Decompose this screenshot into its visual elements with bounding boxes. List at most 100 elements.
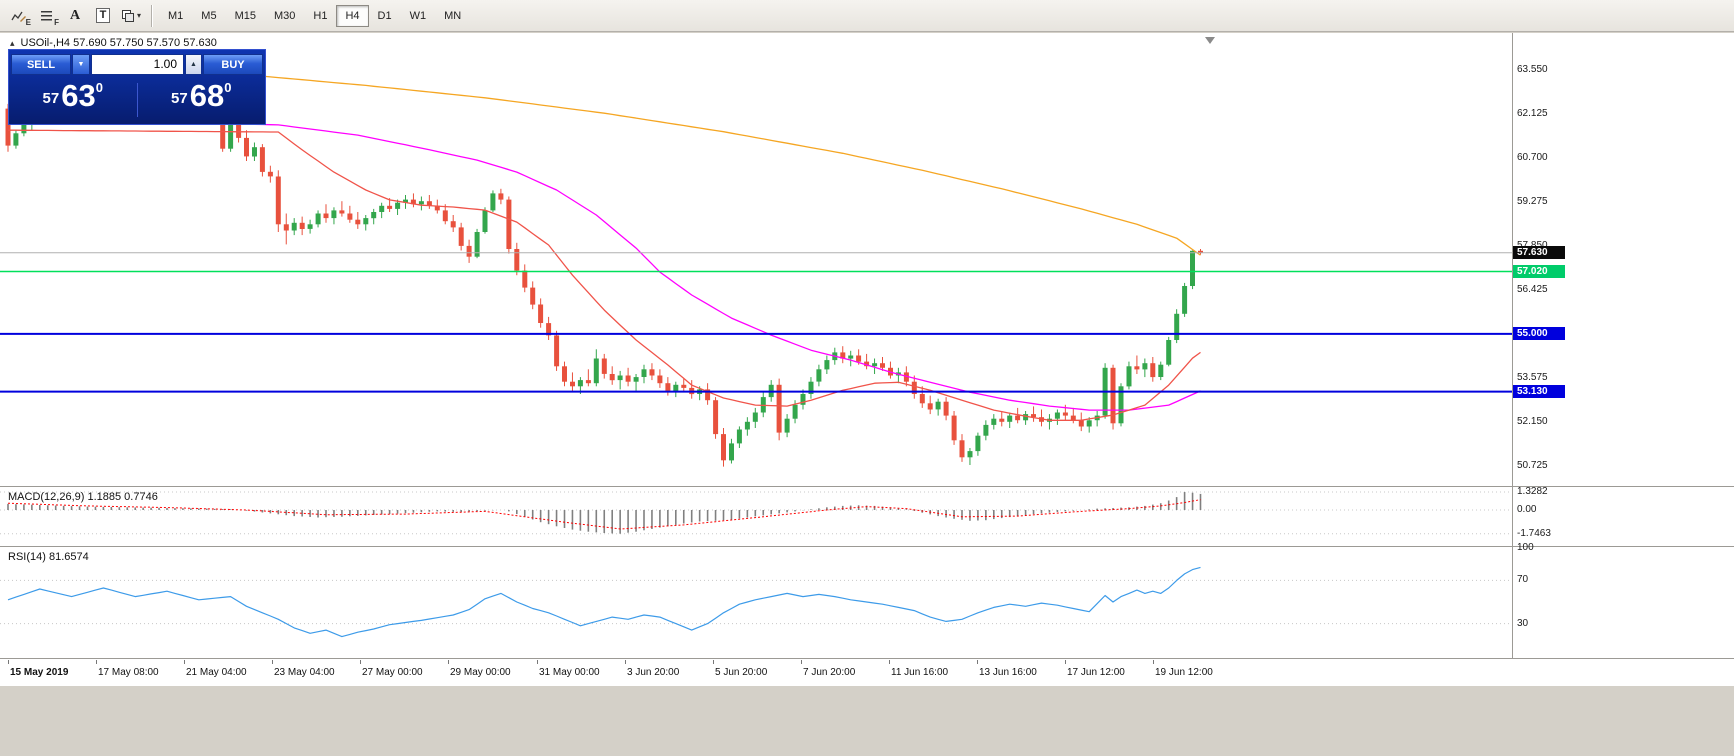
- chart-header: ▴ USOil-,H4 57.690 57.750 57.570 57.630: [10, 37, 217, 49]
- caret-down-icon: ▼: [77, 60, 85, 68]
- buy-price[interactable]: 57 68 0: [138, 78, 266, 116]
- price-scale-label: 59.275: [1517, 195, 1548, 207]
- timeframe-button-m5[interactable]: M5: [192, 5, 225, 27]
- time-tick: [713, 660, 714, 664]
- timeframe-button-m15[interactable]: M15: [226, 5, 265, 27]
- time-axis-label: 17 Jun 12:00: [1067, 667, 1125, 678]
- price-divider: [136, 83, 138, 117]
- time-tick: [8, 660, 9, 664]
- panel-separator[interactable]: [0, 486, 1734, 487]
- time-tick: [360, 660, 361, 664]
- timeframe-button-d1[interactable]: D1: [369, 5, 401, 27]
- time-axis[interactable]: 15 May 2019 17 May 08:00 21 May 04:00 23 Ma…: [0, 658, 1734, 686]
- buy-price-small: 57: [171, 89, 188, 107]
- text-a-icon: A: [69, 7, 81, 23]
- order-type-dropdown[interactable]: ▼: [72, 53, 90, 75]
- macd-scale-label: 0.00: [1517, 504, 1537, 515]
- time-tick: [1065, 660, 1066, 664]
- price-scale-label: 56.425: [1517, 283, 1548, 295]
- timeframe-button-h4[interactable]: H4: [336, 4, 369, 27]
- time-tick: [537, 660, 538, 664]
- sell-price-sup: 0: [95, 79, 103, 95]
- time-axis-label: 13 Jun 16:00: [979, 667, 1037, 678]
- lines-tool-button[interactable]: F: [34, 4, 60, 28]
- time-axis-label: 23 May 04:00: [274, 667, 335, 678]
- workspace-background: [0, 687, 1734, 756]
- sell-price-small: 57: [42, 89, 60, 107]
- rsi-header-label: RSI(14) 81.6574: [8, 551, 89, 563]
- time-tick: [184, 660, 185, 664]
- timeframe-button-h1[interactable]: H1: [304, 5, 336, 27]
- timeframe-button-w1[interactable]: W1: [401, 5, 436, 27]
- one-click-price-row: 57 63 0 57 68 0: [9, 76, 265, 124]
- time-axis-label: 21 May 04:00: [186, 667, 247, 678]
- chart-pen-tool-button[interactable]: E: [6, 4, 32, 28]
- style-tool-button[interactable]: ▾: [118, 4, 144, 28]
- time-tick: [448, 660, 449, 664]
- label-tool-button[interactable]: T: [90, 4, 116, 28]
- price-scale-label: 57.850: [1517, 240, 1548, 251]
- rsi-indicator-chart[interactable]: [0, 547, 1512, 657]
- macd-indicator-chart[interactable]: [0, 487, 1512, 546]
- sell-button[interactable]: SELL: [11, 53, 71, 75]
- price-scale-label: 62.125: [1517, 107, 1548, 119]
- current-price-badge: 57.630: [1513, 246, 1565, 259]
- one-click-top-row: SELL ▼ 1.00 ▲ BUY: [9, 50, 265, 76]
- text-tool-button[interactable]: A: [62, 4, 88, 28]
- toolbar: E F A T ▾ M1 M5 M15 M30 H1 H4 D1 W1 MN: [0, 0, 1734, 32]
- time-tick: [272, 660, 273, 664]
- chart-shift-marker[interactable]: [1205, 37, 1215, 44]
- rsi-scale-label: 100: [1517, 542, 1534, 553]
- sell-price[interactable]: 57 63 0: [9, 78, 137, 116]
- time-tick: [977, 660, 978, 664]
- time-axis-label: 5 Jun 20:00: [715, 667, 768, 678]
- volume-up-button[interactable]: ▲: [185, 53, 202, 75]
- tool-sub-label: F: [54, 17, 59, 27]
- text-t-icon: T: [95, 8, 111, 23]
- macd-scale-label: 1.3282: [1517, 486, 1548, 497]
- price-scale-label: 60.700: [1517, 151, 1548, 163]
- rsi-scale-label: 30: [1517, 618, 1529, 629]
- price-scale-label: 53.575: [1517, 371, 1548, 383]
- rsi-scale-label: 70: [1517, 574, 1529, 585]
- green-hline-badge: 57.020: [1513, 265, 1565, 278]
- timeframe-button-m1[interactable]: M1: [159, 5, 192, 27]
- time-axis-label: 29 May 00:00: [450, 667, 511, 678]
- buy-price-big: 68: [189, 78, 225, 114]
- lines-icon: [41, 10, 52, 20]
- panel-separator[interactable]: [0, 546, 1734, 547]
- time-axis-label: 19 Jun 12:00: [1155, 667, 1213, 678]
- price-scale-label: 63.550: [1517, 64, 1548, 75]
- blue-hline-badge-53: 53.130: [1513, 385, 1565, 398]
- buy-button[interactable]: BUY: [203, 53, 263, 75]
- ma-fast-red: [8, 129, 1201, 421]
- collapse-triangle-icon[interactable]: ▴: [10, 37, 15, 48]
- time-axis-label: 15 May 2019: [10, 667, 69, 678]
- price-scale-divider: [1512, 33, 1513, 686]
- time-tick: [96, 660, 97, 664]
- timeframe-button-mn[interactable]: MN: [435, 5, 470, 27]
- symbol-ohlc-label: USOil-,H4 57.690 57.750 57.570 57.630: [20, 37, 217, 49]
- timeframe-group: M1 M5 M15 M30 H1 H4 D1 W1 MN: [159, 4, 470, 27]
- layers-icon: [122, 9, 134, 22]
- time-tick: [801, 660, 802, 664]
- price-scale-label: 52.150: [1517, 415, 1548, 427]
- time-tick: [889, 660, 890, 664]
- sell-price-big: 63: [61, 78, 96, 114]
- time-axis-label: 3 Jun 20:00: [627, 667, 680, 678]
- tool-sub-label: E: [25, 17, 31, 27]
- time-axis-label: 31 May 00:00: [539, 667, 600, 678]
- macd-header-label: MACD(12,26,9) 1.1885 0.7746: [8, 491, 158, 503]
- chevron-down-icon: ▾: [137, 11, 142, 20]
- macd-scale-label: -1.7463: [1517, 528, 1551, 539]
- buy-price-sup: 0: [224, 79, 232, 95]
- chart-pen-icon: [11, 11, 26, 22]
- timeframe-button-m30[interactable]: M30: [265, 5, 304, 27]
- time-axis-label: 27 May 00:00: [362, 667, 423, 678]
- caret-up-icon: ▲: [190, 60, 197, 68]
- chart-window: ▴ USOil-,H4 57.690 57.750 57.570 57.630 …: [0, 33, 1734, 686]
- time-tick: [625, 660, 626, 664]
- blue-hline-badge-55: 55.000: [1513, 327, 1565, 340]
- volume-input[interactable]: 1.00: [91, 53, 184, 75]
